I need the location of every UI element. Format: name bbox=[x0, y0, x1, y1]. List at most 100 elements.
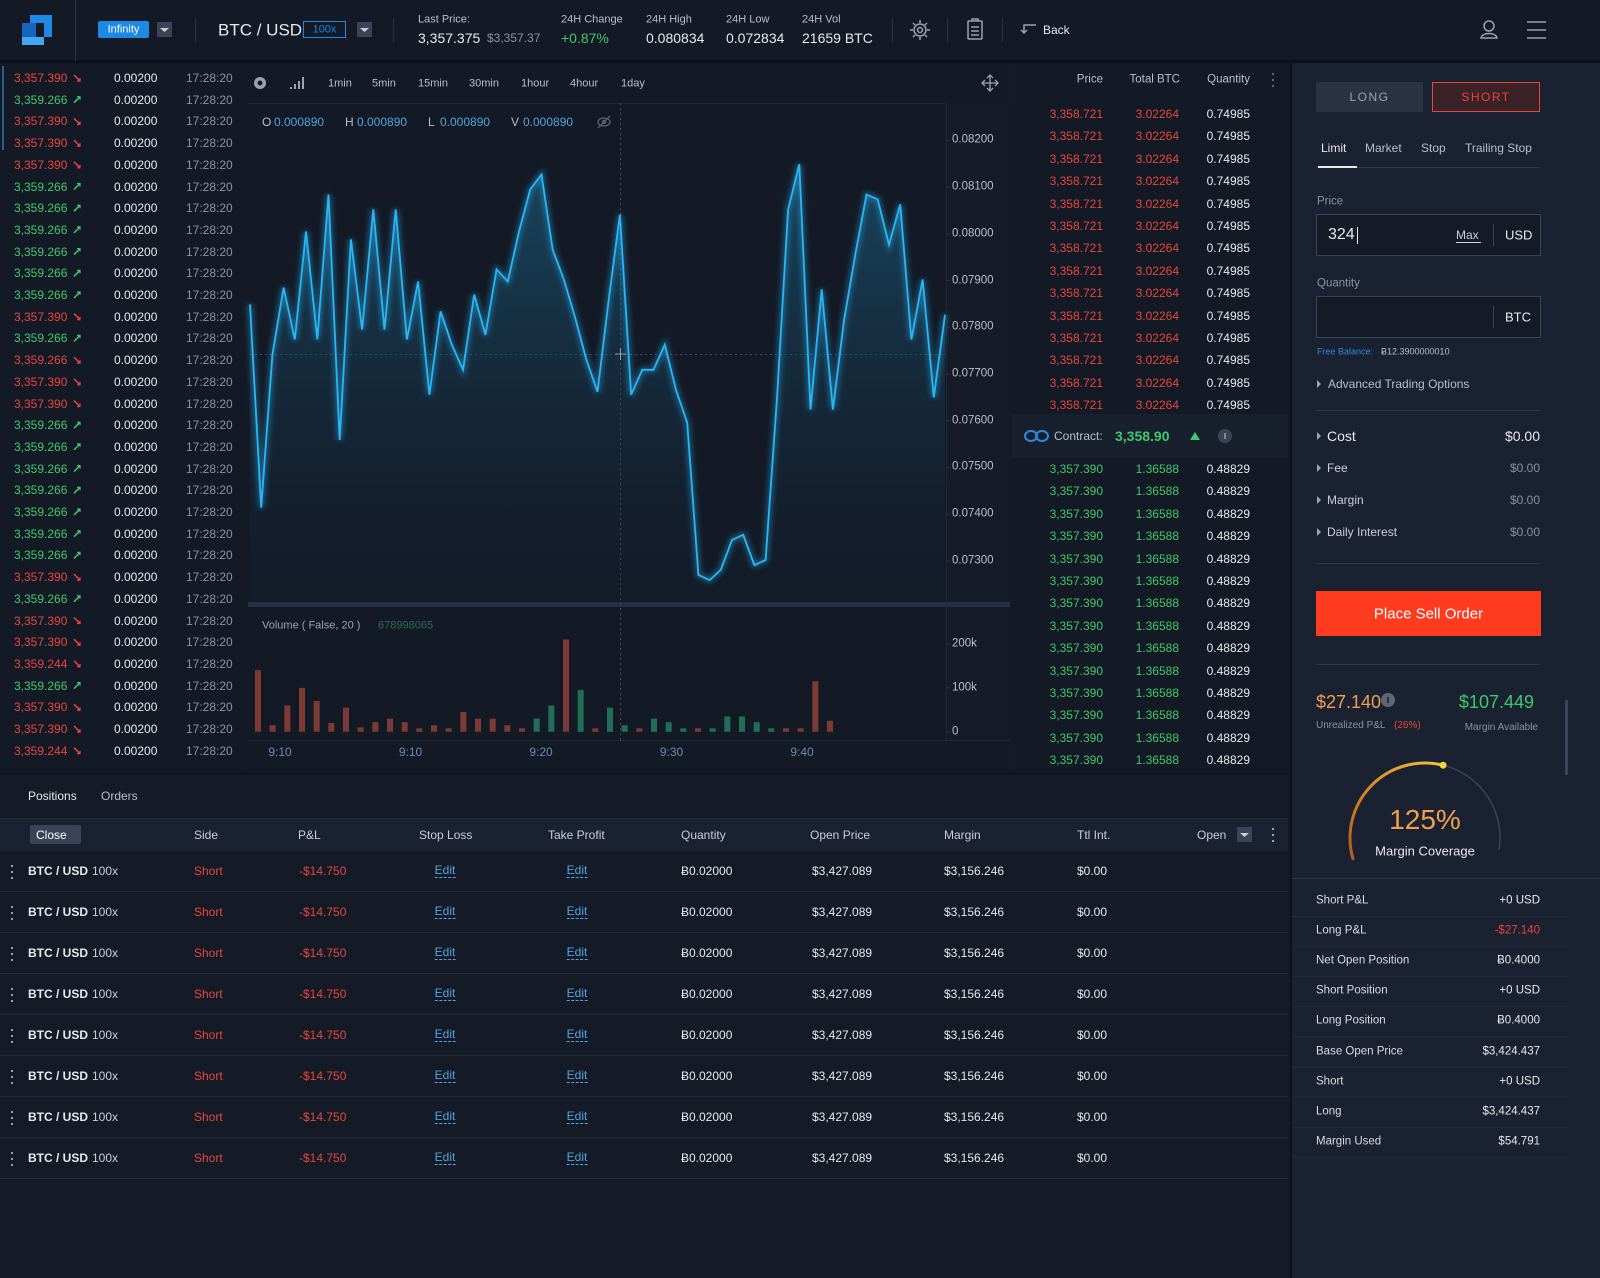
trend-arrow bbox=[73, 248, 81, 256]
position-cell: BTC / USD bbox=[28, 905, 88, 919]
position-cell[interactable]: Edit bbox=[566, 1109, 588, 1124]
volume-chart bbox=[255, 639, 950, 733]
pnl-label: Unrealized P&L bbox=[1316, 720, 1386, 731]
short-button[interactable] bbox=[1432, 82, 1540, 112]
trade-time: 17:28:20 bbox=[186, 71, 233, 85]
interval[interactable]: 5min bbox=[372, 77, 396, 90]
trade-price: 3,359.266 bbox=[14, 678, 68, 693]
menu-icon[interactable] bbox=[1527, 21, 1546, 39]
price-value[interactable]: 324 bbox=[1328, 226, 1355, 243]
x-tick-label: 9:10 bbox=[398, 745, 423, 759]
interval[interactable]: 15min bbox=[418, 77, 448, 90]
interval[interactable]: 1day bbox=[621, 77, 645, 90]
max[interactable]: Max bbox=[1456, 228, 1479, 242]
trend-arrow bbox=[73, 660, 81, 668]
position-cell: -$14.750 bbox=[299, 987, 347, 1001]
position-cell[interactable]: Edit bbox=[566, 1068, 588, 1083]
position-cell[interactable]: Edit bbox=[566, 1027, 588, 1042]
long-label[interactable]: LONG bbox=[1349, 90, 1390, 104]
user-icon[interactable] bbox=[1480, 20, 1498, 39]
cost-label[interactable]: Margin bbox=[1327, 493, 1364, 507]
order-tab[interactable]: Stop bbox=[1421, 141, 1446, 155]
volume-bar bbox=[475, 718, 481, 732]
trade-qty: 0.00200 bbox=[114, 374, 158, 389]
position-cell[interactable]: Edit bbox=[434, 904, 456, 919]
orders-icon[interactable] bbox=[967, 18, 983, 40]
fullscreen-icon[interactable] bbox=[981, 74, 999, 92]
interval[interactable]: 30min bbox=[469, 77, 499, 90]
interval[interactable]: 1hour bbox=[521, 77, 550, 90]
cost-label[interactable]: Daily Interest bbox=[1327, 525, 1398, 539]
margin-available: $107.449 bbox=[1458, 692, 1534, 712]
volume-bar bbox=[416, 728, 423, 732]
advanced-options[interactable]: Advanced Trading Options bbox=[1328, 377, 1470, 391]
position-cell[interactable]: Edit bbox=[434, 945, 456, 960]
cost-label[interactable]: Cost bbox=[1327, 428, 1356, 444]
volume-bar bbox=[783, 728, 789, 732]
ask-cell: 3,358.721 bbox=[1049, 174, 1103, 189]
cost-label[interactable]: Fee bbox=[1327, 461, 1348, 475]
trade-time: 17:28:20 bbox=[186, 374, 233, 389]
submit-label[interactable]: Place Sell Order bbox=[1373, 605, 1484, 622]
cost-value: $0.00 bbox=[1509, 525, 1540, 539]
interval[interactable]: 1min bbox=[328, 77, 352, 90]
position-cell[interactable]: Edit bbox=[434, 1027, 456, 1042]
trade-qty: 0.00200 bbox=[114, 157, 158, 172]
order-tab[interactable]: Limit bbox=[1321, 141, 1347, 155]
settings-icon[interactable] bbox=[910, 20, 930, 40]
back[interactable]: Back bbox=[1043, 23, 1070, 37]
trend-arrow bbox=[73, 356, 81, 364]
trade-qty: 0.00200 bbox=[114, 331, 158, 346]
trade-qty: 0.00200 bbox=[114, 635, 158, 650]
volume-bar bbox=[284, 705, 291, 732]
position-cell[interactable]: Edit bbox=[566, 945, 588, 960]
ask-cell: 0.74985 bbox=[1206, 308, 1250, 323]
column-header: Quantity bbox=[681, 827, 726, 842]
position-cell: 100x bbox=[92, 1069, 119, 1083]
decor bbox=[1035, 430, 1049, 442]
trade-time: 17:28:20 bbox=[186, 613, 233, 628]
positions-tab[interactable]: Positions bbox=[28, 789, 77, 803]
ask-cell: 3.02264 bbox=[1135, 331, 1179, 345]
visibility-icon[interactable] bbox=[597, 115, 611, 129]
leverage[interactable]: 100x bbox=[312, 23, 337, 36]
back-icon[interactable] bbox=[1020, 24, 1036, 35]
orders-tab[interactable]: Orders bbox=[101, 789, 138, 803]
position-cell: Ƀ0.02000 bbox=[681, 1110, 733, 1124]
trade-qty: 0.00200 bbox=[114, 461, 158, 476]
position-cell[interactable]: Edit bbox=[434, 863, 456, 878]
indicators-icon[interactable] bbox=[290, 77, 304, 89]
position-cell: -$14.750 bbox=[299, 1069, 347, 1083]
order-tab[interactable]: Market bbox=[1365, 141, 1402, 155]
position-cell[interactable]: Edit bbox=[566, 904, 588, 919]
position-cell[interactable]: Edit bbox=[566, 1150, 588, 1165]
trend-arrow-head bbox=[77, 334, 81, 339]
position-cell[interactable]: Edit bbox=[566, 986, 588, 1001]
decor bbox=[1240, 833, 1249, 837]
trade-qty: 0.00200 bbox=[114, 656, 158, 671]
position-cell[interactable]: Edit bbox=[434, 1068, 456, 1083]
chart-settings-icon[interactable] bbox=[254, 77, 266, 89]
position-cell[interactable]: Edit bbox=[566, 863, 588, 878]
contract-icon bbox=[1024, 430, 1049, 442]
quantity-input[interactable] bbox=[1316, 296, 1541, 338]
position-cell[interactable]: Edit bbox=[434, 1150, 456, 1165]
mode-button-label[interactable]: Infinity bbox=[107, 23, 140, 36]
interval[interactable]: 4hour bbox=[570, 77, 599, 90]
trade-time: 17:28:20 bbox=[186, 244, 233, 259]
close-button[interactable] bbox=[30, 825, 81, 844]
column-header[interactable]: Close bbox=[36, 827, 67, 842]
position-cell[interactable]: Edit bbox=[434, 986, 456, 1001]
order-tab[interactable]: Trailing Stop bbox=[1465, 141, 1532, 155]
short-label[interactable]: SHORT bbox=[1461, 90, 1511, 104]
leverage-button[interactable] bbox=[303, 21, 346, 38]
trade-price: 3,357.390 bbox=[14, 114, 68, 129]
ask-cell: 0.74985 bbox=[1206, 241, 1250, 256]
position-cell[interactable]: Edit bbox=[434, 1109, 456, 1124]
trade-qty: 0.00200 bbox=[114, 396, 158, 411]
long-button[interactable] bbox=[1316, 82, 1423, 112]
submit-button[interactable] bbox=[1316, 591, 1541, 636]
summary-dividers bbox=[1292, 916, 1568, 1158]
mode-button[interactable] bbox=[98, 21, 149, 38]
price-input[interactable] bbox=[1316, 214, 1541, 256]
